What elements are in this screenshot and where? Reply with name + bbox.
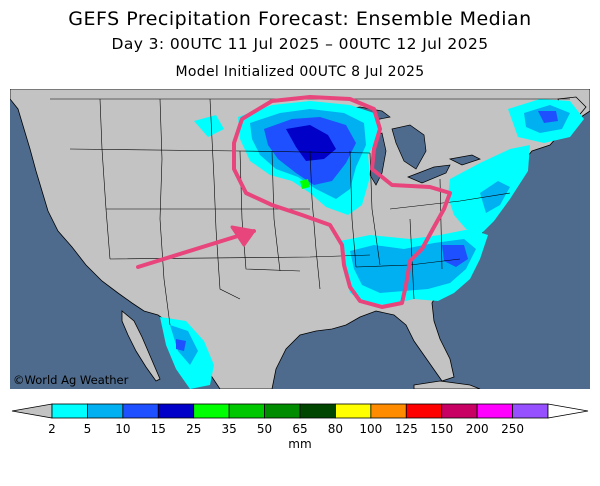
copyright-credit: ©World Ag Weather [13,373,129,387]
colorbar-swatch [299,403,336,419]
flow-arrow-shaft [136,229,256,269]
colorbar-swatch [405,403,443,419]
map-title: GEFS Precipitation Forecast: Ensemble Me… [68,8,532,30]
colorbar-tick-label: 250 [501,422,524,436]
lake-ontario [448,154,481,166]
precipitation-map: ©World Ag Weather [10,89,590,389]
lake-erie [407,164,451,184]
colorbar-tick-label: 80 [328,422,343,436]
colorbar-swatch [512,403,549,419]
precip-north-plains-25 [300,179,310,189]
baja-peninsula [121,310,161,382]
colorbar-swatch [122,403,159,419]
flow-arrow-head [230,225,256,247]
lake-huron [391,124,427,170]
colorbar-tick-label: 50 [257,422,272,436]
colorbar-tick-label: 5 [84,422,92,436]
cuba [413,380,481,389]
colorbar-swatch [335,403,372,419]
colorbar-tick-label: 10 [115,422,130,436]
highlight-outline [232,95,452,309]
colorbar-tick-label: 15 [151,422,166,436]
colorbar-swatch [476,403,513,419]
colorbar-tick-label: 150 [430,422,453,436]
colorbar-tick-label: 100 [359,422,382,436]
colorbar-min-arrow [11,403,53,419]
colorbar-tick-label: 65 [292,422,307,436]
colorbar-swatch [51,403,88,419]
colorbar-max-arrow [547,403,589,419]
state-borders [50,98,570,326]
init-time: Model Initialized 00UTC 8 Jul 2025 [175,64,425,80]
precip-southeast-10 [442,245,468,267]
colorbar-tick-label: 125 [395,422,418,436]
colorbar-tick-label: 35 [222,422,237,436]
colorbar-swatch [87,403,124,419]
colorbar-tick-label: 25 [186,422,201,436]
colorbar-unit: mm [288,437,311,451]
precip-mexico-10 [176,339,186,351]
colorbar-swatch [370,403,407,419]
map-canvas [10,89,590,389]
colorbar-swatch [441,403,478,419]
precip-canada-north [194,115,224,137]
colorbar-swatch [193,403,230,419]
colorbar-swatch [264,403,301,419]
precip-east-coast-5 [480,181,510,213]
precip-northeast-canada-10 [538,111,558,123]
colorbar-tick-label: 200 [466,422,489,436]
valid-period: Day 3: 00UTC 11 Jul 2025 – 00UTC 12 Jul … [111,35,489,53]
colorbar-swatch [157,403,195,419]
colorbar-swatch [228,403,265,419]
annotation [136,95,452,309]
colorbar-tick-label: 2 [48,422,56,436]
colorbar-legend: 2 5 10 15 25 35 50 65 80 100 125 150 200 250 mm [0,400,600,470]
